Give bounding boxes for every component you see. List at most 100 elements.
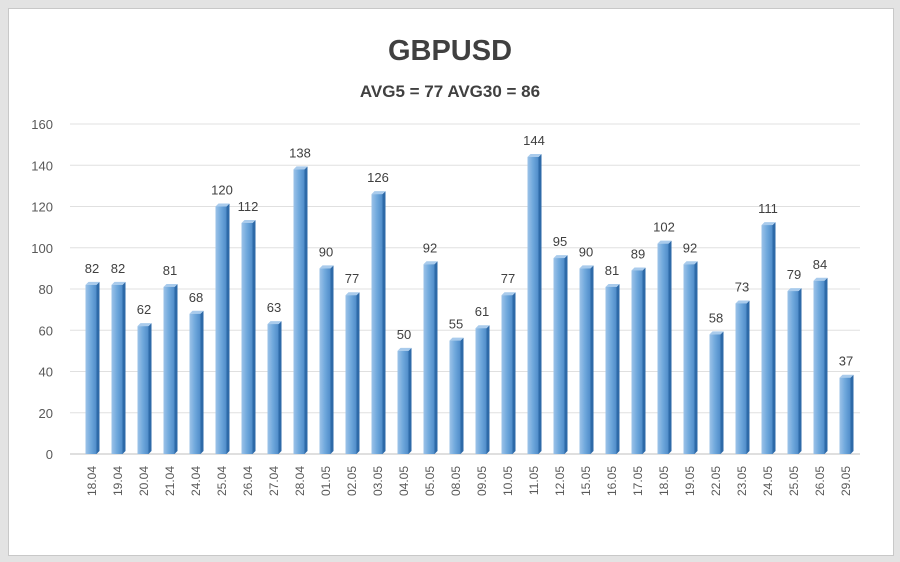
bar-face xyxy=(319,268,331,454)
bar-top xyxy=(371,191,386,195)
bar-side xyxy=(122,281,126,454)
bar xyxy=(345,292,360,454)
bar-side xyxy=(460,337,464,454)
bar-side xyxy=(720,331,724,454)
bar-side xyxy=(226,203,230,454)
bar xyxy=(137,323,152,454)
data-label: 79 xyxy=(787,267,801,282)
bar-face xyxy=(553,258,565,454)
bar-side xyxy=(772,222,776,454)
bar xyxy=(683,261,698,454)
bar xyxy=(553,255,568,454)
bar xyxy=(189,310,204,454)
bar xyxy=(735,300,750,454)
x-tick-label: 25.05 xyxy=(787,466,801,496)
bar-side xyxy=(798,288,802,454)
bar-top xyxy=(787,288,802,292)
x-tick-label: 17.05 xyxy=(631,466,645,496)
bar xyxy=(475,325,490,454)
x-tick-label: 26.05 xyxy=(813,466,827,496)
bar-top xyxy=(163,283,178,287)
bar-face xyxy=(527,157,539,454)
bar-side xyxy=(356,292,360,454)
bar xyxy=(371,191,386,454)
bar xyxy=(215,203,230,454)
bar-face xyxy=(813,280,825,454)
data-label: 58 xyxy=(709,310,723,325)
bar xyxy=(319,265,334,454)
bar-face xyxy=(735,303,747,454)
data-label: 77 xyxy=(345,271,359,286)
x-tick-label: 10.05 xyxy=(501,466,515,496)
data-label: 37 xyxy=(839,354,853,369)
y-tick-label: 80 xyxy=(39,282,53,297)
bar-face xyxy=(267,324,279,454)
x-tick-label: 23.05 xyxy=(735,466,749,496)
data-label: 138 xyxy=(289,145,311,160)
bar-face xyxy=(241,223,253,454)
bar-side xyxy=(642,267,646,454)
bar-side xyxy=(148,323,152,454)
bar xyxy=(605,283,620,454)
bar-top xyxy=(709,331,724,335)
x-tick-label: 12.05 xyxy=(553,466,567,496)
bar xyxy=(527,154,542,454)
bar-side xyxy=(538,154,542,454)
data-label: 82 xyxy=(85,261,99,276)
data-label: 81 xyxy=(605,263,619,278)
x-tick-label: 26.04 xyxy=(241,466,255,496)
bar-face xyxy=(657,243,669,454)
bar-face xyxy=(761,225,773,454)
bar-side xyxy=(694,261,698,454)
bar-top xyxy=(85,281,100,285)
x-tick-label: 01.05 xyxy=(319,466,333,496)
bar xyxy=(163,283,178,454)
bar xyxy=(241,220,256,454)
bar-side xyxy=(512,292,516,454)
bar-face xyxy=(605,286,617,454)
x-tick-label: 15.05 xyxy=(579,466,593,496)
bar xyxy=(111,281,126,454)
bar-face xyxy=(85,284,97,454)
bar-side xyxy=(200,310,204,454)
bar-top xyxy=(657,240,672,244)
y-tick-label: 120 xyxy=(31,200,53,215)
data-label: 63 xyxy=(267,300,281,315)
bar-side xyxy=(382,191,386,454)
x-tick-label: 08.05 xyxy=(449,466,463,496)
bar-top xyxy=(631,267,646,271)
bar-side xyxy=(668,240,672,454)
bar-side xyxy=(590,265,594,454)
data-label: 111 xyxy=(758,201,778,216)
bar-top xyxy=(475,325,490,329)
bar xyxy=(501,292,516,454)
x-tick-label: 22.05 xyxy=(709,466,723,496)
data-label: 84 xyxy=(813,257,827,272)
x-tick-label: 19.05 xyxy=(683,466,697,496)
x-tick-label: 29.05 xyxy=(839,466,853,496)
x-tick-label: 18.05 xyxy=(657,466,671,496)
x-tick-label: 11.05 xyxy=(527,466,541,495)
bar-top xyxy=(735,300,750,304)
bar-face xyxy=(787,291,799,454)
bar xyxy=(709,331,724,454)
x-tick-label: 19.04 xyxy=(111,466,125,496)
bar-side xyxy=(746,300,750,454)
data-label: 90 xyxy=(319,244,333,259)
bar xyxy=(813,277,828,454)
data-label: 81 xyxy=(163,263,177,278)
bar xyxy=(761,222,776,454)
chart-title: GBPUSD xyxy=(388,35,512,67)
x-tick-label: 03.05 xyxy=(371,466,385,496)
x-tick-label: 20.04 xyxy=(137,466,151,496)
bar-face xyxy=(111,284,123,454)
bar-side xyxy=(330,265,334,454)
x-tick-label: 24.05 xyxy=(761,466,775,496)
bar-top xyxy=(839,374,854,378)
y-tick-label: 60 xyxy=(39,323,53,338)
bar-top xyxy=(293,166,308,170)
x-tick-label: 09.05 xyxy=(475,466,489,496)
data-label: 90 xyxy=(579,244,593,259)
bar-top xyxy=(449,337,464,341)
